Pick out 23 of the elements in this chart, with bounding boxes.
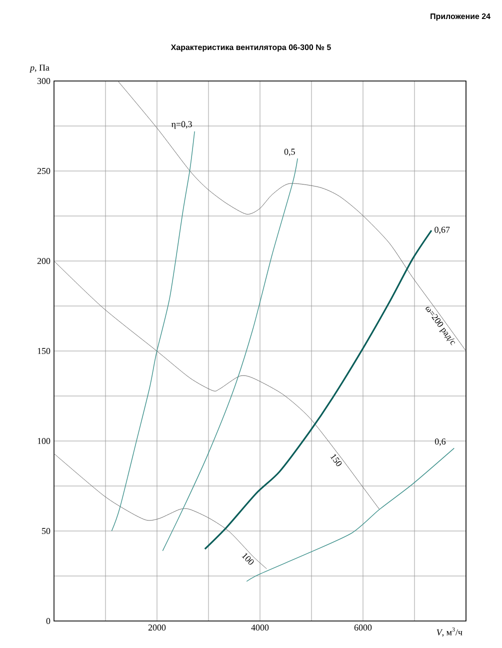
series-label: 0,5 — [284, 148, 295, 156]
text: 150 — [330, 454, 342, 466]
line-series — [54, 453, 267, 570]
y-tick-label: 300 — [37, 78, 50, 84]
line-series — [111, 131, 195, 532]
y-tick-label: 0 — [46, 618, 50, 624]
text: 100 — [242, 553, 254, 565]
x-tick-label: 4000 — [251, 624, 269, 631]
x-axis-title: V, м$^{3}$/ч — [436, 628, 462, 637]
y-tick-label: 50 — [42, 528, 50, 534]
y-tick-label: 250 — [37, 168, 50, 174]
line-series — [54, 260, 380, 510]
line-series — [118, 80, 466, 352]
y-tick-label: 200 — [37, 258, 50, 264]
series-label: η=0,3 — [171, 121, 192, 130]
x-tick-label: 2000 — [148, 624, 166, 631]
line-series — [162, 158, 298, 552]
series-label: 0,6 — [434, 438, 446, 446]
y-tick-label: 150 — [38, 348, 50, 354]
x-tick-label: 6000 — [354, 624, 372, 631]
y-tick-label: 100 — [38, 438, 50, 444]
series-label: 0,67 — [434, 226, 450, 234]
y-axis-title: p, Па — [30, 64, 50, 72]
